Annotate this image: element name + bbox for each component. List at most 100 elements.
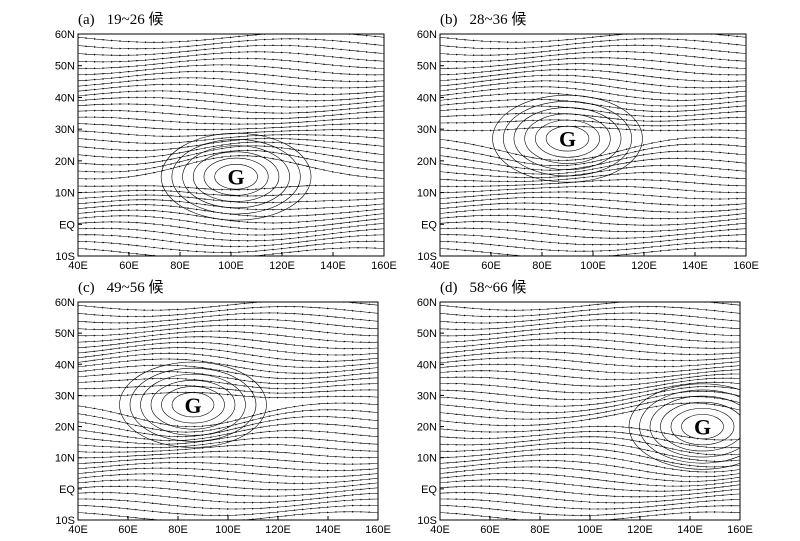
panel-a-center-background	[223, 165, 250, 188]
panel-c-title: (c) 49~56 候	[78, 279, 164, 296]
panel-a-streamline	[78, 44, 384, 57]
panel-d: (d) 58~66 候 40E 60E 80E 100E 120E 140E 160E 10S E…	[417, 279, 753, 536]
panel-d-x-tick-label: 120E	[627, 524, 653, 536]
panel-b-circulation-loop	[513, 107, 622, 171]
panel-c-x-tick-label: 160E	[365, 524, 391, 536]
panel-b-y-tick-label: 60N	[417, 29, 437, 41]
panel-c-streamline	[78, 391, 378, 399]
panel-d-streamline	[440, 390, 740, 414]
panel-c-streamline	[78, 305, 378, 318]
panel-b-circulation-loop	[502, 101, 633, 177]
panel-d-streamline	[440, 331, 740, 344]
panel-a-y-tick-label: 10N	[55, 188, 75, 200]
panel-c-x-tick-label: 80E	[168, 524, 188, 536]
panel-b-circulation-loop	[492, 94, 643, 183]
panel-d-x-tick-label: 60E	[480, 524, 500, 536]
panel-b-y-tick-label: 40N	[417, 92, 437, 104]
panel-b: (b) 28~36 候 40E 60E 80E 100E 120E 140E 160E 10S E…	[417, 11, 759, 272]
panel-c-y-tick-label: 20N	[55, 422, 75, 434]
panel-d-y-tick-label: 10S	[417, 515, 437, 527]
panel-b-streamline	[440, 98, 746, 113]
panel-c-letter: (c)	[78, 280, 95, 296]
panel-c-streamline	[78, 485, 378, 498]
panel-c-circulation-loop	[129, 367, 257, 442]
panel-a-title: (a) 19~26 候	[78, 11, 164, 28]
panel-c-y-tick-label: 10N	[55, 453, 75, 465]
panel-d-streamlines	[440, 302, 740, 520]
panel-b-y-tick-label: 50N	[417, 61, 437, 73]
panel-d-x-tick-label: 140E	[677, 524, 703, 536]
panel-a-x-tick-label: 100E	[218, 260, 244, 272]
panel-a-streamline	[78, 209, 384, 224]
panel-b-axes: 40E 60E 80E 100E 120E 140E 160E 10S EQ 10N 20N 30N 4…	[417, 29, 759, 272]
panel-d-y-tick-label: 60N	[417, 297, 437, 309]
panel-d-circulation-loop	[660, 401, 740, 452]
panel-a-x-tick-label: 80E	[170, 260, 190, 272]
panel-b-streamline	[440, 56, 746, 70]
panel-c-x-tick-label: 140E	[315, 524, 341, 536]
panel-c-circulation-loop	[119, 361, 267, 448]
panel-a-streamline	[78, 83, 384, 96]
panel-d-x-tick-label: 80E	[530, 524, 550, 536]
panel-c-center-background	[180, 393, 206, 416]
panel-b-streamline	[440, 136, 746, 162]
panel-a-letter: (a)	[78, 12, 95, 28]
panel-c-streamline	[78, 330, 378, 344]
panel-b-x-tick-label: 160E	[733, 260, 759, 272]
panel-b-circulation-loop	[524, 113, 611, 164]
panel-a-frame	[77, 33, 385, 257]
panel-b-streamline	[440, 185, 746, 194]
panel-d-x-tick-label: 160E	[727, 524, 753, 536]
panel-a-period: 19~26 候	[107, 11, 164, 28]
panel-a-streamlines	[78, 34, 384, 256]
panel-d-x-tick-label: 40E	[430, 524, 450, 536]
panel-d-streamline	[440, 318, 740, 331]
panel-b-x-tick-label: 120E	[631, 260, 657, 272]
panel-c-y-tick-label: 40N	[55, 359, 75, 371]
panel-b-period: 28~36 候	[470, 11, 527, 28]
panel-a-streamline	[78, 144, 384, 166]
panel-b-x-tick-label: 60E	[481, 260, 501, 272]
panel-a-streamline	[78, 122, 384, 131]
panel-a-x-tick-label: 120E	[269, 260, 295, 272]
panel-b-streamline	[440, 220, 746, 233]
panel-c-streamlines	[78, 302, 378, 520]
panel-b-y-tick-label: 20N	[417, 156, 437, 168]
panel-c-streamline	[78, 408, 378, 434]
panel-b-x-tick-label: 40E	[430, 260, 450, 272]
panel-a-circulation-loop	[214, 163, 258, 190]
panel-a-circulation-loop	[182, 145, 290, 209]
panel-a-streamline	[78, 50, 384, 63]
panel-d-streamline	[440, 312, 740, 324]
panel-b-y-tick-label: 10S	[417, 251, 437, 263]
panel-b-streamline	[440, 240, 746, 253]
panel-a-streamline	[78, 96, 384, 109]
panel-c-y-tick-label: EQ	[59, 484, 75, 496]
panel-b-streamline	[440, 85, 746, 102]
panel-d-y-tick-label: 30N	[417, 390, 437, 402]
panel-a-axes: 40E 60E 80E 100E 120E 140E 160E 10S EQ 10N 20N 30N 4…	[55, 29, 397, 272]
panel-b-circulation-loop	[535, 119, 600, 158]
panel-c-circulation-loop	[161, 386, 225, 424]
panel-d-streamline	[440, 344, 740, 356]
panel-b-x-tick-label: 140E	[682, 260, 708, 272]
panel-d-streamline	[440, 324, 740, 337]
panel-c-streamline	[78, 335, 378, 350]
panel-a-y-tick-label: 30N	[55, 124, 75, 136]
panel-a-circulation-loop	[171, 139, 301, 215]
panel-a-streamline	[78, 240, 384, 254]
panel-b-streamline	[440, 233, 746, 246]
panel-b-streamline	[440, 227, 746, 240]
panel-a-x-tick-label: 160E	[371, 260, 397, 272]
panel-a-streamline	[78, 63, 384, 76]
panel-a-streamline	[78, 154, 384, 180]
panel-a-streamline	[78, 109, 384, 120]
panel-a-center-label: G	[228, 165, 245, 190]
panel-d-circulation-loop	[639, 389, 740, 464]
panel-d-streamline	[440, 369, 740, 381]
panel-d-period: 58~66 候	[470, 279, 527, 296]
panel-a-streamline	[78, 89, 384, 102]
panel-d-circulation-loop	[649, 395, 740, 458]
panel-b-streamline	[440, 44, 746, 57]
panel-b-circulation-loop	[545, 125, 590, 152]
